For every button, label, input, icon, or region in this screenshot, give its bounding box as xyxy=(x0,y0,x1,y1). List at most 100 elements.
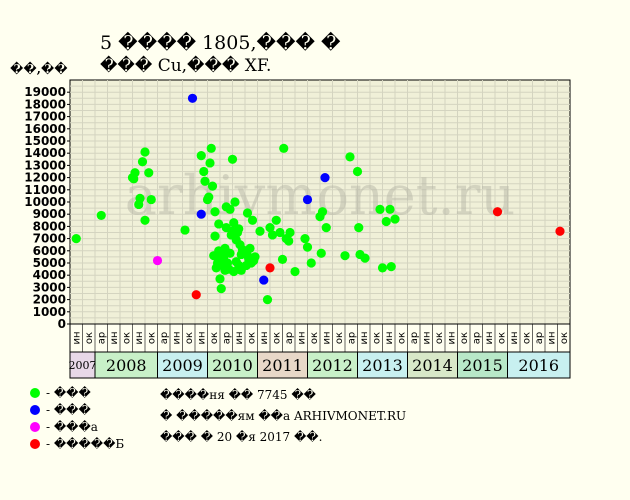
data-point-green xyxy=(140,147,150,157)
data-point-green xyxy=(245,243,255,253)
data-point-green xyxy=(96,210,106,221)
month-label: ин xyxy=(259,331,270,344)
data-point-green xyxy=(386,262,396,272)
data-point-green xyxy=(247,215,258,225)
data-point-green xyxy=(135,193,145,203)
month-label: ар xyxy=(534,332,545,344)
y-tick-label: 4000 xyxy=(33,268,66,282)
month-label: ар xyxy=(159,332,170,344)
note-line-3: ��� � 20 �я 2017 ��. xyxy=(160,430,323,444)
year-label: 2008 xyxy=(106,356,147,375)
y-tick-label: 3000 xyxy=(33,280,66,294)
y-tick-label: 14000 xyxy=(24,146,66,160)
data-point-green xyxy=(277,254,288,264)
month-label: ар xyxy=(471,332,482,344)
month-label: ок xyxy=(559,332,570,344)
data-point-red xyxy=(265,263,275,273)
data-point-green xyxy=(206,143,216,153)
data-point-green xyxy=(284,236,294,246)
data-point-green xyxy=(385,204,395,214)
month-label: ин xyxy=(109,331,120,344)
month-label: ин xyxy=(171,331,182,344)
y-tick-label: 5000 xyxy=(33,256,66,270)
month-label: ок xyxy=(209,332,220,344)
data-point-blue xyxy=(320,173,330,183)
y-tick-label: 2000 xyxy=(33,293,66,307)
data-point-blue xyxy=(187,93,198,103)
data-point-green xyxy=(255,226,265,236)
y-axis-label: ��,�� xyxy=(10,62,68,76)
y-tick-label: 19000 xyxy=(24,85,66,99)
data-point-red xyxy=(191,290,201,300)
month-label: ин xyxy=(71,331,82,344)
data-point-green xyxy=(216,284,226,294)
chart-title-line2: ��� Cu,��� XF. xyxy=(100,56,272,76)
month-label: ок xyxy=(309,332,320,344)
y-tick-label: 0 xyxy=(58,317,66,331)
data-point-green xyxy=(200,176,210,186)
data-point-green xyxy=(234,224,244,234)
data-point-green xyxy=(381,216,391,227)
month-label: ок xyxy=(184,332,195,344)
data-point-green xyxy=(214,219,224,229)
month-label: ин xyxy=(421,331,432,344)
data-point-green xyxy=(352,166,363,177)
data-point-green xyxy=(290,266,300,277)
data-point-red xyxy=(492,207,503,217)
year-label: 2014 xyxy=(412,356,453,375)
month-label: ок xyxy=(371,332,382,344)
year-label: 2016 xyxy=(518,356,559,375)
month-label: ок xyxy=(496,332,507,344)
month-label: ин xyxy=(359,331,370,344)
data-point-green xyxy=(321,223,331,233)
legend-label: - ���а xyxy=(46,420,98,434)
data-point-green xyxy=(345,152,355,162)
data-point-green xyxy=(205,158,215,168)
y-tick-label: 16000 xyxy=(24,122,66,136)
year-cell xyxy=(507,351,571,379)
data-point-green xyxy=(210,207,220,217)
data-point-green xyxy=(242,208,253,218)
year-label: 2011 xyxy=(262,356,303,375)
year-cell xyxy=(94,351,158,379)
data-point-green xyxy=(340,251,350,261)
y-tick-label: 17000 xyxy=(24,110,66,124)
y-tick-label: 15000 xyxy=(24,134,66,148)
data-point-magenta xyxy=(152,255,163,266)
y-tick-label: 6000 xyxy=(33,244,66,258)
note-line-1: ����ня �� 7745 �� xyxy=(160,388,316,402)
data-point-green xyxy=(230,197,240,207)
y-tick-label: 11000 xyxy=(24,183,66,197)
year-label: 2010 xyxy=(212,356,253,375)
month-label: ин xyxy=(546,331,557,344)
month-label: ок xyxy=(459,332,470,344)
y-tick-label: 18000 xyxy=(24,97,66,111)
month-label: ар xyxy=(346,332,357,344)
y-tick-label: 9000 xyxy=(33,207,66,221)
month-label: ок xyxy=(271,332,282,344)
month-label: ок xyxy=(121,332,132,344)
month-label: ин xyxy=(384,331,395,344)
data-point-green xyxy=(275,227,285,238)
month-label: ин xyxy=(296,331,307,344)
year-label: 2015 xyxy=(462,356,503,375)
data-point-green xyxy=(375,204,385,214)
legend-label: - �����Б xyxy=(46,437,125,451)
legend-label: - ��� xyxy=(46,403,91,417)
data-point-green xyxy=(229,218,239,228)
month-label: ок xyxy=(84,332,95,344)
data-point-green xyxy=(316,248,326,258)
data-point-green xyxy=(196,151,206,161)
month-label: ок xyxy=(434,332,445,344)
y-tick-label: 13000 xyxy=(24,158,66,172)
data-point-green xyxy=(271,215,281,225)
data-point-green xyxy=(229,266,239,277)
legend-item-green: - ��� xyxy=(30,386,91,400)
data-point-green xyxy=(137,157,148,167)
month-label: ок xyxy=(396,332,407,344)
month-label: ин xyxy=(446,331,457,344)
chart-title-line1: 5 ���� 1805,��� � xyxy=(100,32,341,54)
year-cell xyxy=(157,351,208,379)
y-tick-label: 8000 xyxy=(33,219,66,233)
